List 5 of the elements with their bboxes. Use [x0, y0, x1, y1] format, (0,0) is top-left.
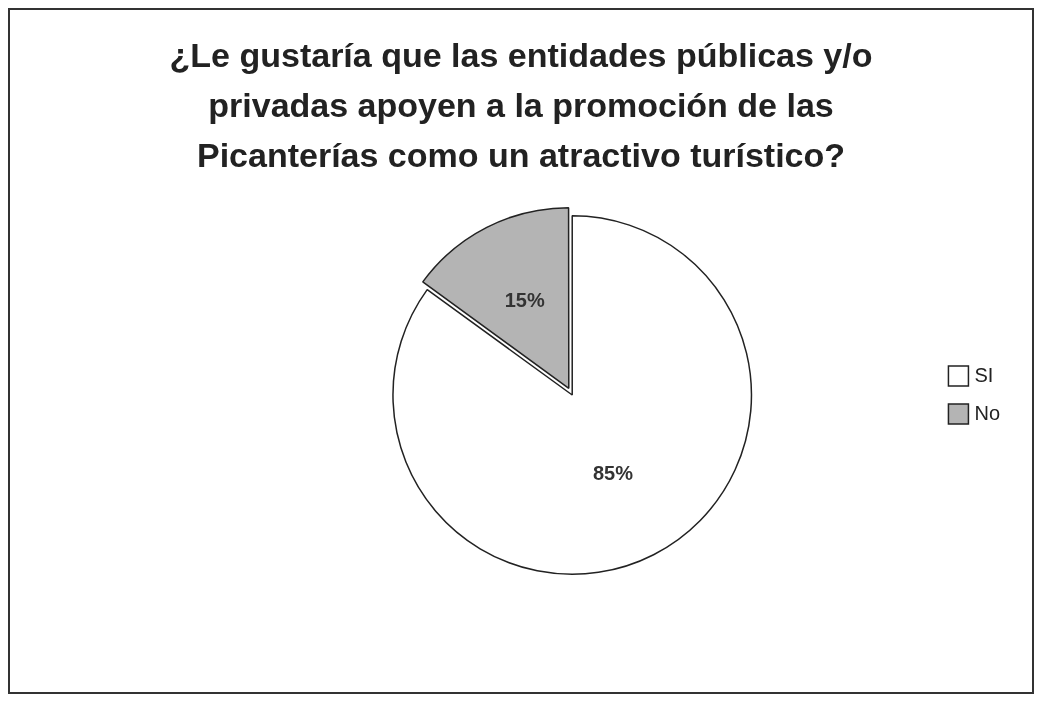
chart-title: ¿Le gustaría que las entidades públicas y/o privadas apoyen a la promoción de las Picanterías como un atractivo turístico?: [168, 35, 874, 176]
data-label: 15%: [504, 289, 545, 312]
legend-label: SI: [974, 363, 994, 386]
legend-label: No: [974, 401, 1001, 424]
data-label: 85%: [592, 462, 634, 485]
